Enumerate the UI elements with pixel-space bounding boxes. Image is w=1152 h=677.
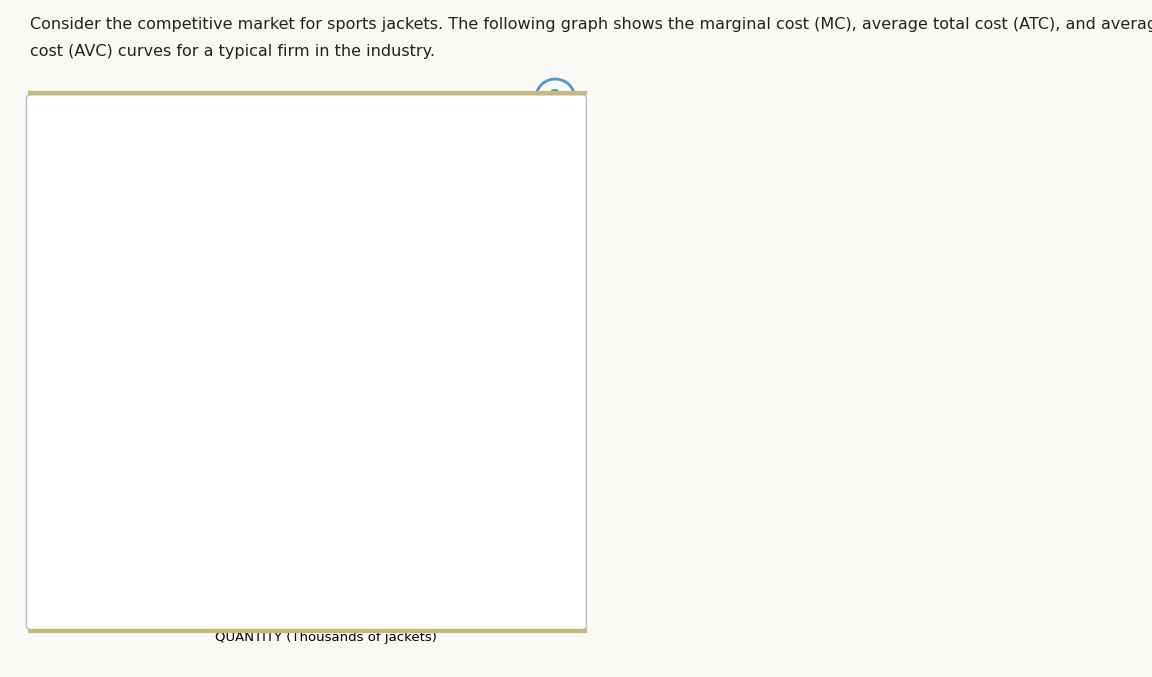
Text: ?: ? — [550, 89, 561, 106]
Text: AVC: AVC — [371, 517, 395, 529]
Text: MC: MC — [256, 537, 275, 550]
Y-axis label: COSTS (Dollars): COSTS (Dollars) — [67, 338, 79, 443]
Text: cost (AVC) curves for a typical firm in the industry.: cost (AVC) curves for a typical firm in … — [30, 44, 435, 59]
Text: ATC: ATC — [391, 366, 414, 379]
X-axis label: QUANTITY (Thousands of jackets): QUANTITY (Thousands of jackets) — [214, 631, 437, 644]
Text: Consider the competitive market for sports jackets. The following graph shows th: Consider the competitive market for spor… — [30, 17, 1152, 32]
